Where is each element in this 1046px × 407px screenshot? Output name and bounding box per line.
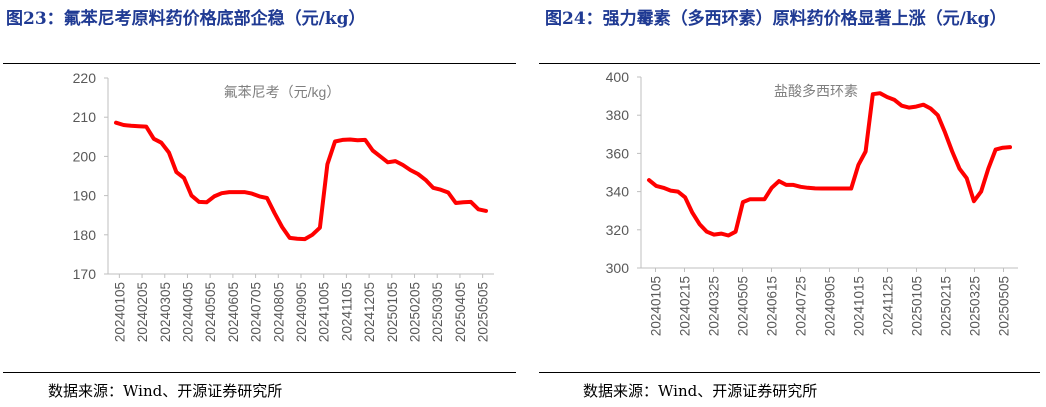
- chart-figure-23: 170 180 190 200 210 220 20240105 20240205 202403…: [73, 70, 494, 342]
- x-tick-label: 20240905: [294, 282, 309, 342]
- y-tick-label: 380: [606, 107, 630, 123]
- x-tick-label: 20240505: [736, 276, 751, 336]
- source-note: 数据来源：Wind、开源证券研究所: [583, 382, 818, 400]
- x-tick-label: 20240325: [707, 276, 722, 336]
- x-tick-label: 20241105: [339, 282, 354, 341]
- x-tick-label: 20250105: [385, 282, 400, 342]
- x-tick-label: 20240605: [226, 282, 241, 342]
- top-rule: [539, 63, 1040, 64]
- top-rule: [3, 63, 516, 64]
- figure-title: 图24：强力霉素（多西环素）原料药价格显著上涨（元/kg）: [545, 9, 1007, 29]
- y-tick-label: 190: [73, 188, 97, 204]
- y-tick-label: 170: [73, 266, 97, 282]
- bottom-rule: [3, 372, 516, 373]
- x-tick-label: 20240615: [765, 276, 780, 336]
- x-tick-label: 20250505: [997, 276, 1012, 336]
- x-tick-label: 20241015: [852, 276, 867, 336]
- y-tick-label: 360: [606, 145, 630, 161]
- x-tick-label: 20240305: [158, 282, 173, 342]
- figure-title: 图23：氟苯尼考原料药价格底部企稳（元/kg）: [6, 9, 366, 29]
- x-tick-label: 20240205: [135, 282, 150, 342]
- legend-label: 氟苯尼考（元/kg）: [224, 84, 341, 100]
- series-line: [114, 120, 488, 242]
- x-tick-label: 20240725: [794, 276, 809, 336]
- x-tick-label: 20241125: [881, 276, 896, 335]
- x-tick-label: 20240105: [649, 276, 664, 336]
- x-tick-label: 20240105: [112, 282, 127, 342]
- x-tick-label: 20250205: [408, 282, 423, 342]
- x-tick-label: 20240405: [180, 282, 195, 342]
- x-tick-label: 20250405: [453, 282, 468, 342]
- x-tick-label: 20250105: [910, 276, 925, 336]
- y-tick-label: 400: [606, 69, 630, 85]
- y-tick-label: 220: [73, 70, 97, 86]
- series-line: [647, 91, 1012, 238]
- figure-24: 图24：强力霉素（多西环素）原料药价格显著上涨（元/kg） 300 320 340 3…: [539, 0, 1046, 407]
- bottom-rule: [539, 372, 1040, 373]
- x-tick-label: 20240215: [678, 276, 693, 336]
- y-tick-label: 320: [606, 222, 630, 238]
- x-tick-label: 20240505: [203, 282, 218, 342]
- y-tick-label: 210: [73, 109, 97, 125]
- y-tick-label: 300: [606, 260, 630, 276]
- x-tick-label: 20240905: [823, 276, 838, 336]
- y-tick-label: 340: [606, 184, 630, 200]
- x-tick-label: 20241005: [317, 282, 332, 342]
- x-tick-label: 20250505: [476, 282, 491, 342]
- x-tick-label: 20250325: [968, 276, 983, 336]
- x-tick-label: 20240705: [249, 282, 264, 342]
- x-tick-label: 20241205: [362, 282, 377, 342]
- chart-figure-24: 300 320 340 360 380 400 20240105 20240215 202403…: [606, 69, 1018, 336]
- figure-23: 图23：氟苯尼考原料药价格底部企稳（元/kg） 170 180 190 200 210 2…: [0, 0, 522, 407]
- source-note: 数据来源：Wind、开源证券研究所: [48, 382, 283, 400]
- y-tick-label: 180: [73, 227, 97, 243]
- x-tick-label: 20250305: [430, 282, 445, 342]
- x-tick-label: 20250215: [939, 276, 954, 336]
- legend-label: 盐酸多西环素: [774, 83, 858, 99]
- y-tick-label: 200: [73, 148, 97, 164]
- x-tick-label: 20240805: [271, 282, 286, 342]
